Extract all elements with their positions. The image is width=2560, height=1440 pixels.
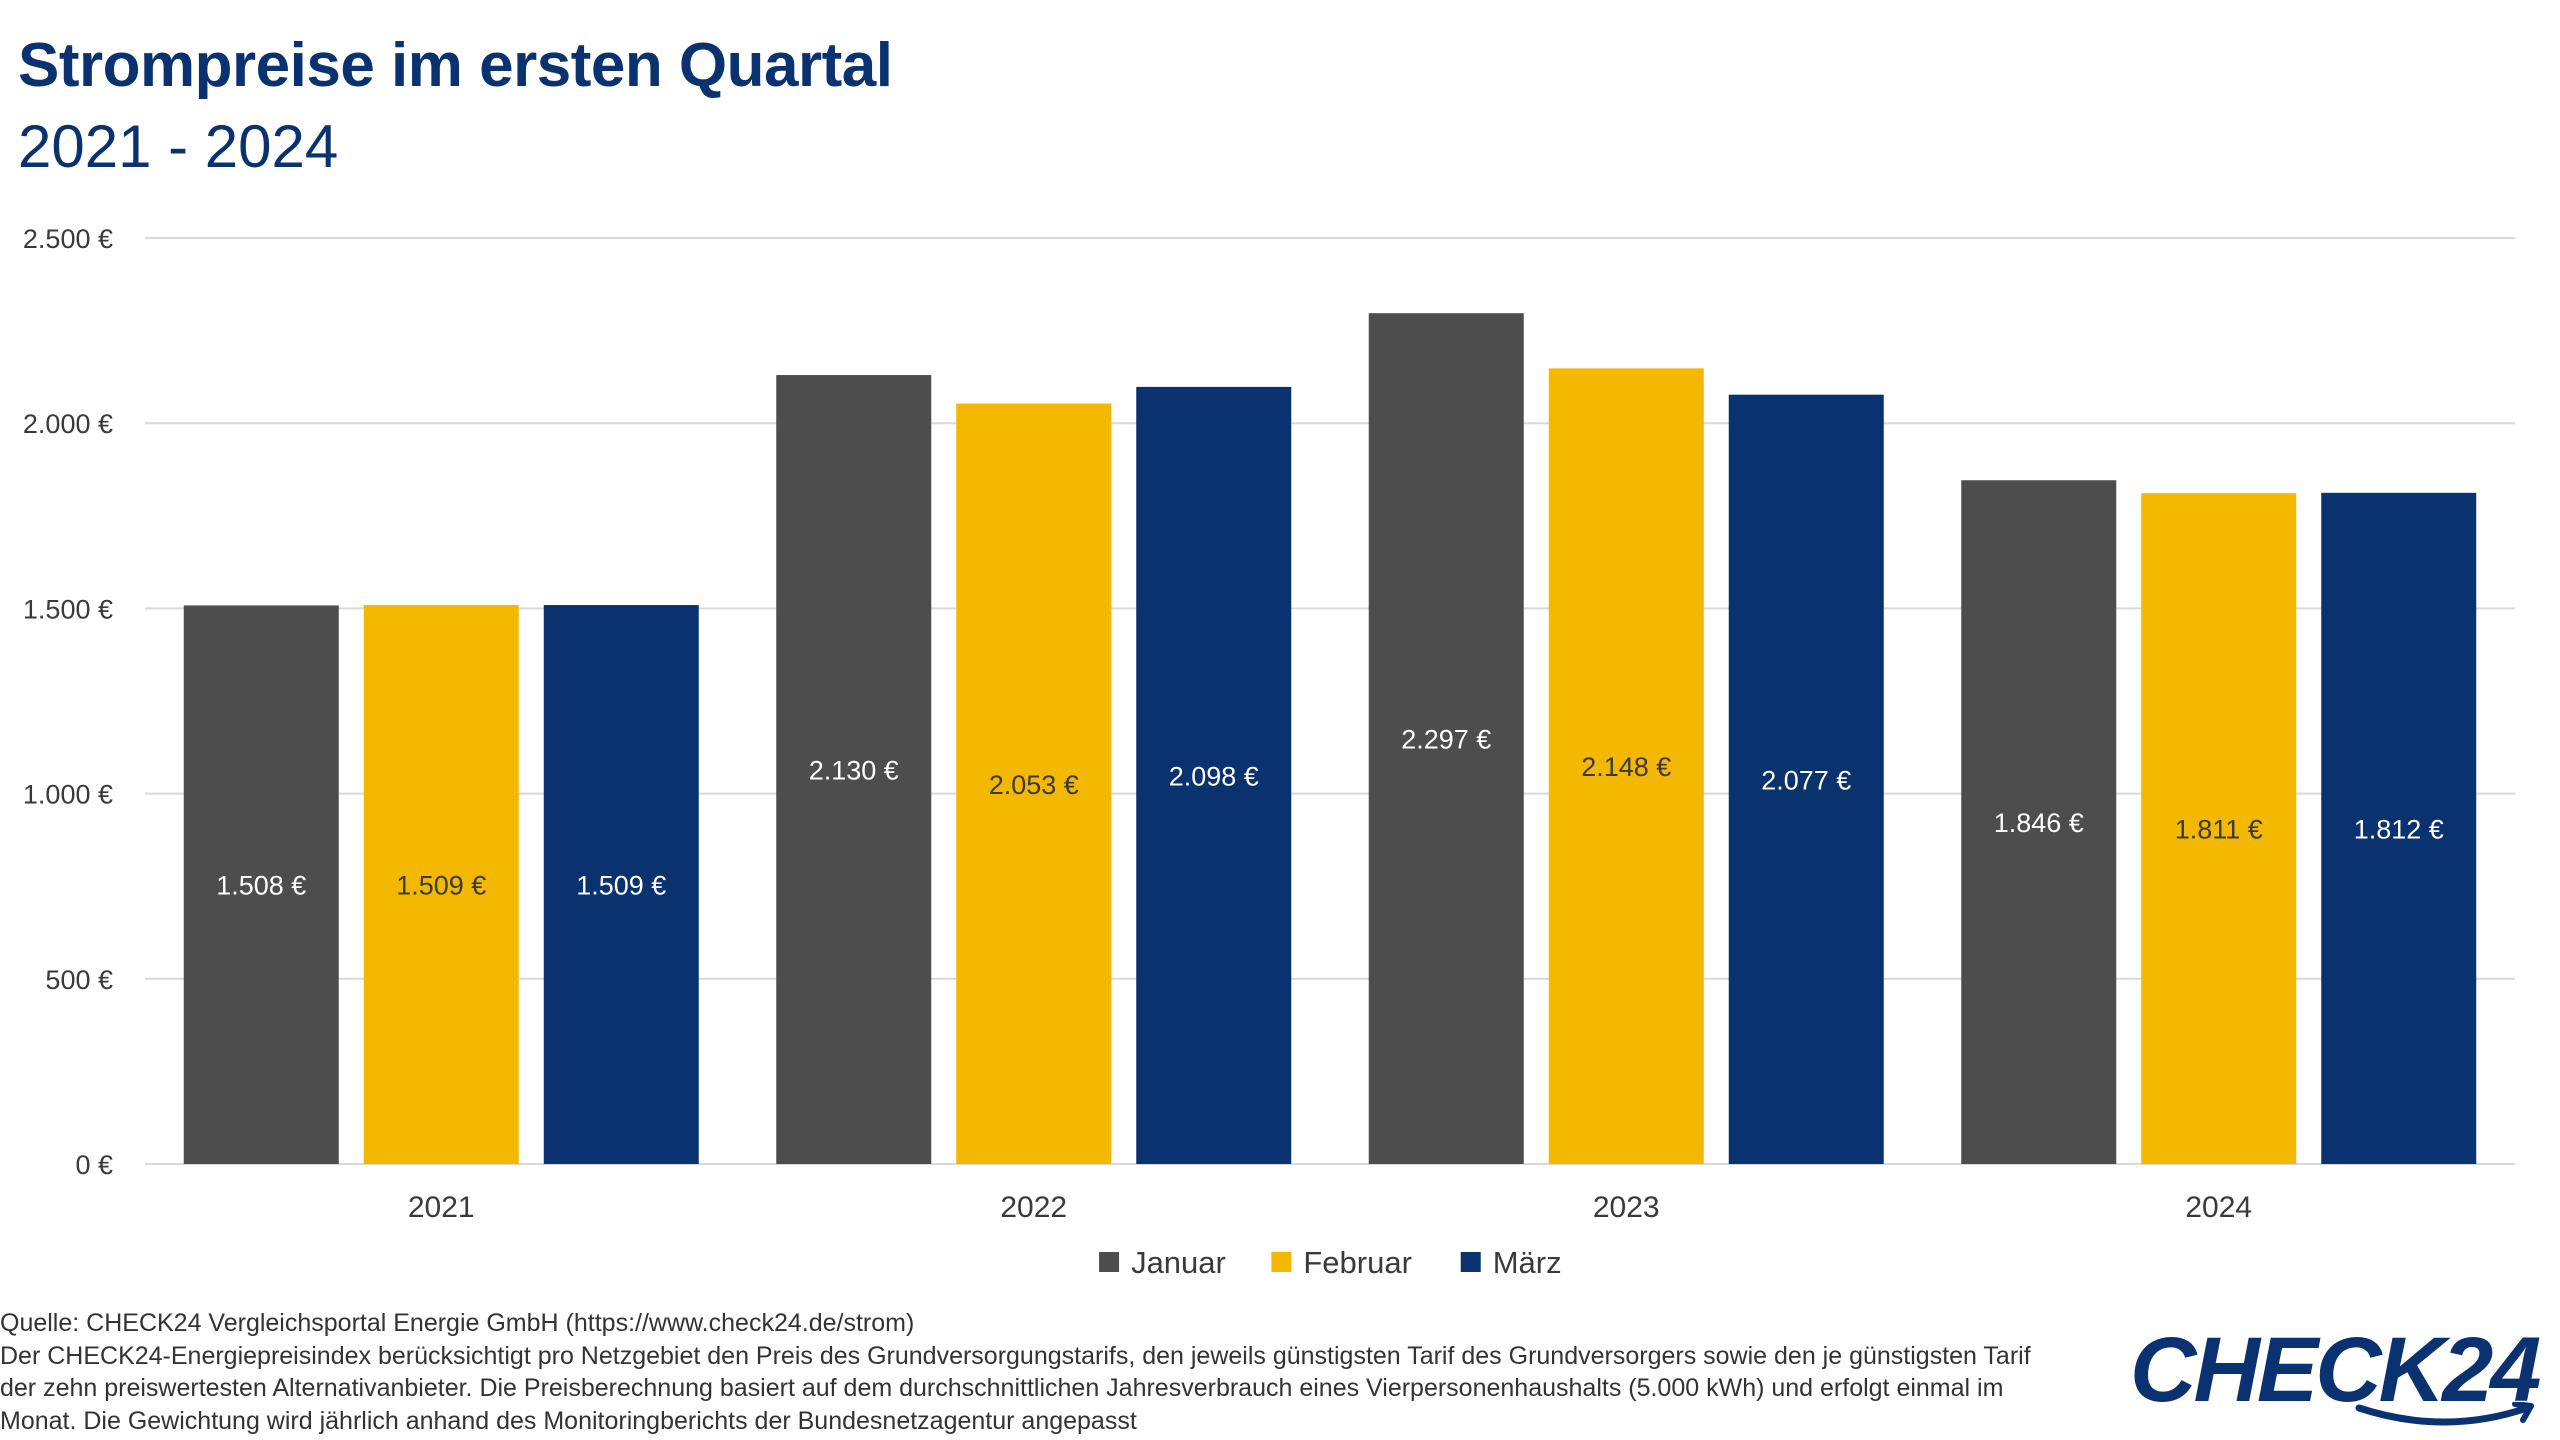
data-label: 1.509 € [576, 871, 666, 901]
data-label: 2.148 € [1581, 752, 1671, 782]
y-tick-label: 0 € [75, 1150, 113, 1180]
bar [776, 375, 932, 1165]
legend-label: März [1493, 1245, 1562, 1280]
y-tick-label: 1.000 € [23, 780, 113, 810]
chart-title: Strompreise im ersten Quartal [18, 31, 893, 100]
source-line: Quelle: CHECK24 Vergleichsportal Energie… [0, 1309, 915, 1337]
data-label: 2.098 € [1169, 761, 1259, 791]
y-tick-label: 1.500 € [23, 594, 113, 624]
data-label: 2.130 € [809, 756, 899, 786]
data-label: 2.053 € [989, 770, 1079, 800]
logo-text: CHECK24 [2130, 1319, 2541, 1421]
data-label: 2.297 € [1401, 725, 1491, 755]
source-line: Der CHECK24-Energiepreisindex berücksich… [0, 1341, 2031, 1370]
bar [2141, 493, 2297, 1165]
x-tick-label: 2021 [408, 1191, 475, 1224]
bar [1548, 368, 1704, 1164]
legend-swatch [1099, 1252, 1120, 1272]
bar [183, 605, 339, 1164]
source-line: der zehn preiswertesten Alternativanbiet… [0, 1374, 2004, 1402]
x-tick-label: 2023 [1593, 1191, 1660, 1224]
chart-subtitle: 2021 - 2024 [18, 113, 339, 180]
data-label: 1.509 € [396, 871, 486, 901]
bar [543, 605, 699, 1164]
check24-logo: CHECK24 [2130, 1318, 2550, 1440]
legend-label: Januar [1131, 1245, 1226, 1280]
bar [363, 605, 519, 1164]
x-tick-label: 2024 [2185, 1191, 2252, 1224]
legend-label: Februar [1303, 1245, 1412, 1280]
y-tick-label: 2.500 € [23, 224, 113, 254]
bar-chart: 0 € 500 € 1.000 € 1.500 € 2.000 € 2.500 € 1.50… [23, 224, 2515, 1280]
data-label: 1.812 € [2354, 814, 2444, 844]
y-tick-label: 500 € [45, 965, 113, 995]
data-label: 1.508 € [216, 871, 306, 901]
data-label: 1.811 € [2175, 815, 2263, 845]
source-line: Monat. Die Gewichtung wird jährlich anha… [0, 1406, 1137, 1435]
bar [1961, 480, 2117, 1165]
data-label: 1.846 € [1994, 808, 2084, 838]
bar [1136, 386, 1292, 1165]
bar [2321, 492, 2477, 1164]
data-label: 2.077 € [1761, 765, 1851, 795]
legend-swatch [1460, 1252, 1481, 1272]
legend-swatch [1271, 1252, 1292, 1272]
source-notes: Quelle: CHECK24 Vergleichsportal Energie… [0, 1307, 2031, 1437]
logo-swoosh-icon [2355, 1402, 2534, 1426]
x-tick-label: 2022 [1000, 1191, 1067, 1224]
bar [956, 403, 1112, 1164]
y-tick-label: 2.000 € [23, 409, 113, 439]
bar [1728, 394, 1884, 1164]
bar [1368, 313, 1524, 1165]
